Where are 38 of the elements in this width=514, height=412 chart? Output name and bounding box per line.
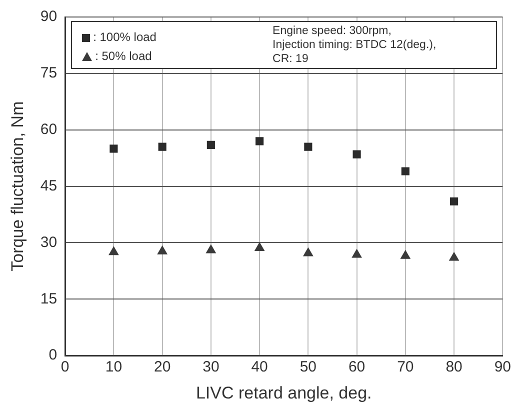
x-tick-label: 70 bbox=[397, 358, 414, 376]
point bbox=[206, 140, 215, 149]
point bbox=[352, 249, 362, 258]
point bbox=[449, 252, 459, 261]
point bbox=[110, 144, 118, 153]
y-tick-label: 45 bbox=[40, 177, 58, 194]
point bbox=[401, 167, 410, 176]
x-tick-label: 90 bbox=[494, 358, 511, 376]
x-tick-label: 10 bbox=[105, 358, 122, 376]
x-tick-label: 20 bbox=[154, 358, 171, 376]
legend-label: : 100% load bbox=[93, 30, 156, 44]
x-tick-label: 30 bbox=[202, 358, 220, 376]
y-tick-label: 15 bbox=[40, 290, 58, 308]
point bbox=[108, 246, 119, 256]
point bbox=[254, 242, 264, 251]
point bbox=[206, 244, 216, 254]
annotation: Engine speed: 300rpm, Injection timing: BTDC 12(deg.), CR: 19 bbox=[272, 24, 436, 66]
point bbox=[158, 142, 166, 151]
point bbox=[400, 250, 410, 259]
y-tick-label: 90 bbox=[40, 8, 58, 26]
y-tick-label: 0 bbox=[48, 346, 58, 364]
x-tick-label: 40 bbox=[251, 358, 268, 376]
y-tick-label: 60 bbox=[40, 121, 58, 138]
x-tick-label: 50 bbox=[300, 358, 317, 376]
y-tick-label: 30 bbox=[40, 234, 58, 251]
point bbox=[352, 150, 361, 158]
point bbox=[450, 197, 458, 206]
point bbox=[304, 142, 312, 151]
legend-label: : 50% load bbox=[95, 49, 152, 63]
x-axis-title: LIVC retard angle, deg. bbox=[196, 383, 372, 402]
y-tick-label: 75 bbox=[40, 64, 58, 82]
point bbox=[303, 248, 314, 256]
x-tick-label: 60 bbox=[348, 358, 366, 376]
point bbox=[256, 137, 264, 146]
point bbox=[157, 246, 168, 254]
x-tick-label: 0 bbox=[60, 358, 70, 376]
x-tick-label: 80 bbox=[446, 358, 462, 376]
y-axis-title: Torque fluctuation, Nm bbox=[8, 101, 27, 272]
